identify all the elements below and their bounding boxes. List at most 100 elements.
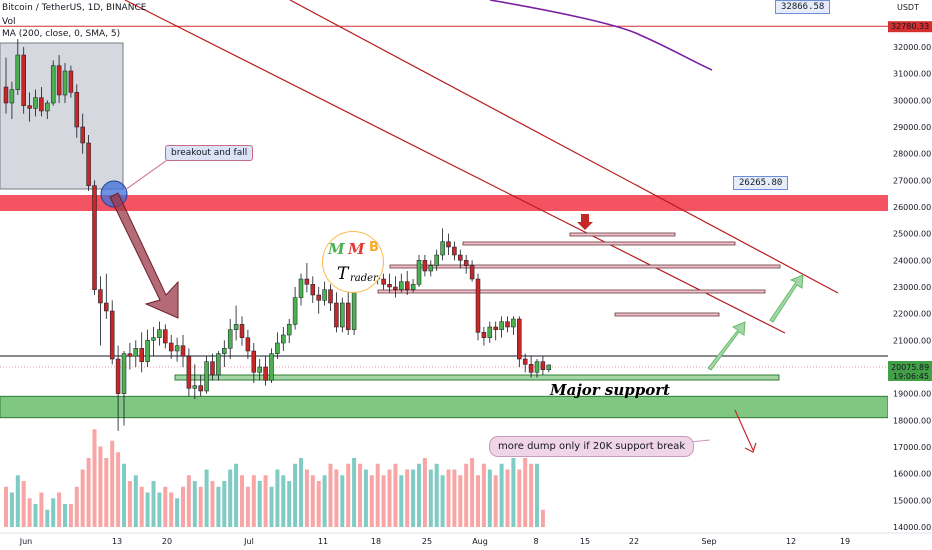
- candle[interactable]: [499, 321, 504, 330]
- dump-warning-note[interactable]: more dump only if 20K support break: [489, 436, 695, 457]
- candle[interactable]: [310, 284, 316, 296]
- candle[interactable]: [222, 348, 227, 354]
- candle[interactable]: [139, 348, 144, 362]
- candle[interactable]: [316, 294, 321, 301]
- candle[interactable]: [62, 70, 68, 96]
- candle[interactable]: [487, 326, 493, 338]
- candle[interactable]: [186, 356, 192, 389]
- downtrend-line-lower[interactable]: [124, 0, 786, 334]
- candle[interactable]: [528, 364, 534, 373]
- candle[interactable]: [210, 361, 215, 376]
- candle[interactable]: [86, 142, 91, 186]
- candle[interactable]: [481, 332, 487, 338]
- candle[interactable]: [422, 260, 428, 272]
- downtrend-line-upper[interactable]: [289, 0, 839, 294]
- candle[interactable]: [127, 353, 133, 357]
- candle[interactable]: [121, 353, 127, 394]
- fall-arrow[interactable]: [109, 192, 179, 319]
- current-price-tag[interactable]: [888, 361, 932, 381]
- candle[interactable]: [45, 102, 50, 112]
- candle[interactable]: [21, 54, 26, 106]
- candle[interactable]: [328, 289, 333, 304]
- candle[interactable]: [275, 342, 280, 354]
- rebound-arrow-2[interactable]: [769, 274, 804, 323]
- candle[interactable]: [98, 289, 103, 304]
- resistance-segment[interactable]: [377, 289, 766, 294]
- major-support-label[interactable]: Major support: [550, 381, 671, 399]
- top-marker-arrow[interactable]: [577, 214, 593, 230]
- candle[interactable]: [434, 254, 439, 266]
- candle[interactable]: [298, 278, 304, 298]
- dump-arrow-line[interactable]: [734, 409, 754, 451]
- candle[interactable]: [227, 329, 233, 349]
- candle[interactable]: [104, 302, 109, 312]
- candle[interactable]: [292, 297, 298, 325]
- candle[interactable]: [286, 324, 292, 336]
- candle[interactable]: [540, 361, 546, 370]
- candle[interactable]: [334, 302, 339, 328]
- candle[interactable]: [33, 97, 38, 109]
- candle[interactable]: [109, 310, 115, 360]
- history-highlight-box[interactable]: [0, 42, 124, 190]
- candle[interactable]: [304, 278, 310, 285]
- candle[interactable]: [505, 321, 510, 328]
- candle[interactable]: [245, 337, 251, 352]
- candle[interactable]: [393, 286, 398, 290]
- candle[interactable]: [534, 361, 540, 373]
- candle[interactable]: [263, 366, 268, 381]
- candle[interactable]: [56, 65, 62, 96]
- candle[interactable]: [39, 97, 44, 112]
- candle[interactable]: [340, 302, 345, 328]
- candle[interactable]: [15, 54, 21, 90]
- candle[interactable]: [27, 105, 32, 109]
- candle[interactable]: [115, 358, 121, 394]
- candle[interactable]: [269, 353, 274, 381]
- candle[interactable]: [345, 302, 351, 330]
- candle[interactable]: [511, 318, 516, 328]
- candle[interactable]: [404, 281, 410, 290]
- candle[interactable]: [192, 385, 198, 389]
- resistance-segment[interactable]: [614, 312, 720, 317]
- support-zone[interactable]: [0, 395, 889, 419]
- candle[interactable]: [458, 254, 463, 261]
- resistance-segment[interactable]: [389, 264, 781, 269]
- candle[interactable]: [381, 278, 386, 285]
- candle[interactable]: [163, 329, 168, 344]
- candle[interactable]: [3, 86, 9, 104]
- candle[interactable]: [463, 260, 469, 266]
- candle[interactable]: [251, 350, 257, 373]
- candle[interactable]: [440, 241, 445, 256]
- candle[interactable]: [428, 265, 434, 272]
- moving-average-line[interactable]: [489, 0, 713, 71]
- candle[interactable]: [50, 65, 56, 104]
- candle[interactable]: [68, 70, 74, 93]
- top-price-tag[interactable]: [888, 21, 932, 33]
- candle[interactable]: [157, 329, 162, 338]
- candle[interactable]: [469, 265, 475, 280]
- candle[interactable]: [74, 92, 80, 128]
- candle[interactable]: [517, 318, 522, 360]
- candle[interactable]: [233, 324, 239, 330]
- candle[interactable]: [198, 385, 203, 392]
- candle[interactable]: [493, 326, 498, 330]
- candle[interactable]: [151, 337, 156, 341]
- resistance-zone[interactable]: [0, 195, 888, 211]
- candle[interactable]: [239, 324, 245, 338]
- candle[interactable]: [168, 342, 174, 352]
- candle[interactable]: [546, 364, 552, 370]
- candle[interactable]: [387, 284, 392, 288]
- candle[interactable]: [446, 241, 451, 248]
- candle[interactable]: [204, 361, 209, 392]
- breakout-note[interactable]: breakout and fall: [165, 145, 254, 161]
- candle[interactable]: [257, 366, 262, 373]
- candle[interactable]: [452, 246, 457, 256]
- candle[interactable]: [410, 284, 416, 290]
- price-note-32866[interactable]: 32866.58: [775, 0, 831, 14]
- candle[interactable]: [174, 345, 180, 352]
- candle[interactable]: [9, 89, 15, 104]
- major-support-band[interactable]: [174, 374, 780, 381]
- candle[interactable]: [322, 289, 327, 301]
- candle[interactable]: [145, 340, 150, 362]
- candle[interactable]: [80, 126, 85, 144]
